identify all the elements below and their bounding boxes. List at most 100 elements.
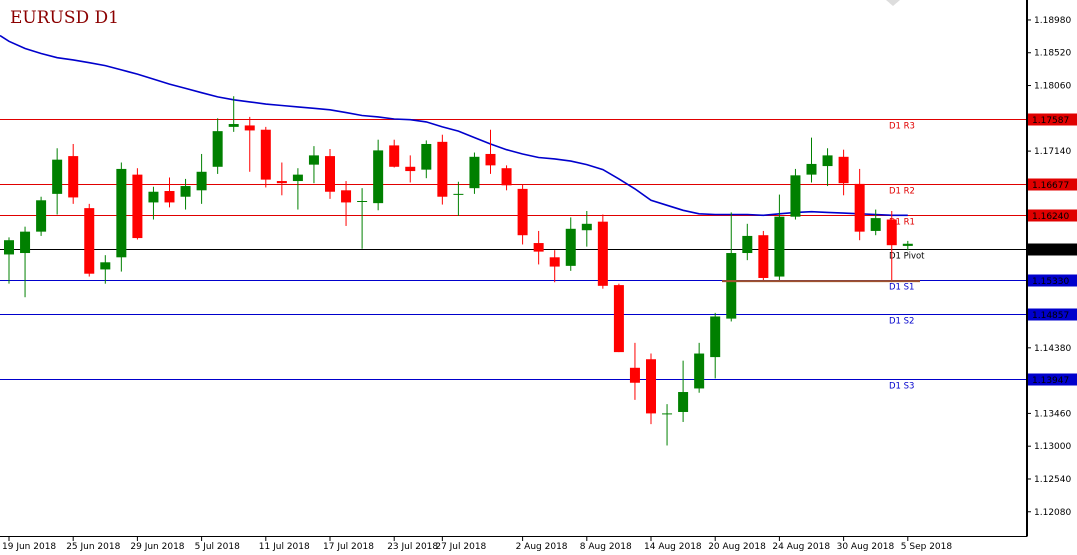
price-tag-box (1028, 113, 1077, 126)
pivot-level-label: D1 R2 (889, 187, 915, 197)
pivot-level-label: D1 Pivot (889, 252, 925, 262)
candle-body (870, 218, 881, 231)
candle-body (678, 392, 689, 412)
price-tag-value: 1.16240 (1032, 212, 1069, 222)
candles (4, 96, 913, 446)
candle-body (164, 191, 175, 203)
candle-body (886, 219, 897, 246)
price-tag-box (1028, 178, 1077, 191)
candle-body (292, 174, 303, 182)
candle-body (646, 359, 656, 414)
date-tick-label: 5 Jul 2018 (195, 542, 240, 552)
pivot-level-label: D1 S3 (889, 382, 914, 392)
candle-body (20, 231, 31, 254)
pivot-level-label: D1 S1 (889, 283, 914, 293)
candle (20, 226, 31, 298)
candle (742, 223, 753, 261)
date-tick-label: 24 Aug 2018 (772, 542, 830, 552)
candle-body (276, 181, 287, 184)
time-axis: 19 Jun 2018 25 Jun 2018 29 Jun 2018 5 Jul 2… (2, 536, 952, 552)
candle-body (549, 257, 560, 267)
candle (790, 168, 801, 220)
candle (244, 116, 255, 172)
candle-body (196, 171, 207, 191)
candle (726, 212, 737, 322)
candle (549, 250, 560, 283)
candle-body (357, 201, 368, 202)
price-tag-value: 1.13947 (1032, 376, 1069, 386)
candle-body (485, 153, 496, 166)
candle (565, 217, 576, 271)
candle-body (308, 155, 319, 165)
price-tick-label: 1.14380 (1034, 344, 1071, 354)
candle (597, 214, 608, 289)
candle (68, 143, 79, 204)
candle-body (710, 316, 721, 358)
candle (581, 210, 592, 247)
candle-body (389, 145, 400, 167)
candle-body (469, 156, 480, 189)
pivot-level-label: D1 S2 (889, 317, 914, 327)
candle (533, 230, 544, 265)
candle-body (260, 129, 271, 180)
candle-body (148, 191, 159, 203)
chart-shift-marker-icon[interactable] (886, 0, 900, 6)
candle (469, 152, 480, 194)
date-tick-label: 11 Jul 2018 (259, 542, 310, 552)
candle (838, 149, 849, 196)
candle-body (902, 243, 913, 246)
candle (613, 283, 624, 353)
candle (325, 148, 335, 199)
candle (710, 312, 721, 379)
candle (4, 237, 14, 284)
candle (52, 148, 63, 215)
candle-body (36, 200, 47, 232)
candle-body (774, 216, 785, 277)
price-tag-value: 1.15767 (1032, 246, 1069, 256)
candle (662, 404, 673, 446)
candle-body (405, 166, 416, 172)
candle (260, 126, 271, 188)
candle-body (453, 193, 464, 195)
candle-body (742, 235, 753, 254)
date-tick-label: 29 Jun 2018 (130, 542, 184, 552)
date-tick-label: 17 Jul 2018 (323, 542, 374, 552)
date-tick-label: 14 Aug 2018 (644, 542, 702, 552)
candle-body (662, 413, 673, 415)
candle-body (180, 186, 191, 197)
price-tick-label: 1.12080 (1034, 508, 1071, 518)
candle (646, 353, 656, 425)
price-tag-box (1028, 209, 1077, 222)
candle (501, 165, 512, 191)
price-tick-label: 1.18060 (1034, 82, 1071, 92)
candle (437, 134, 448, 205)
candle-body (421, 143, 432, 170)
candle-body (116, 168, 127, 258)
moving-average-line (0, 34, 908, 217)
date-tick-label: 25 Jun 2018 (66, 542, 120, 552)
price-tag-box (1028, 308, 1077, 321)
price-tag-value: 1.14857 (1032, 311, 1069, 321)
candle (164, 177, 175, 208)
candle (822, 148, 833, 187)
candle-body (212, 131, 223, 167)
candle (132, 168, 143, 240)
candle-body (228, 124, 239, 127)
candle-body (790, 175, 801, 217)
candle-body (517, 188, 528, 236)
price-tag-box (1028, 274, 1077, 287)
price-tick-label: 1.13460 (1034, 409, 1071, 419)
candle-body (613, 285, 624, 353)
price-tag-value: 1.16677 (1032, 181, 1069, 191)
candle-body (132, 174, 143, 239)
candle-body (437, 141, 448, 197)
candle (357, 188, 368, 249)
candle-body (806, 163, 817, 175)
candle (629, 342, 640, 400)
date-tick-label: 20 Aug 2018 (708, 542, 766, 552)
candle (453, 181, 464, 216)
candle-body (244, 125, 255, 131)
candle-body (100, 262, 111, 270)
candle-body (68, 156, 79, 198)
